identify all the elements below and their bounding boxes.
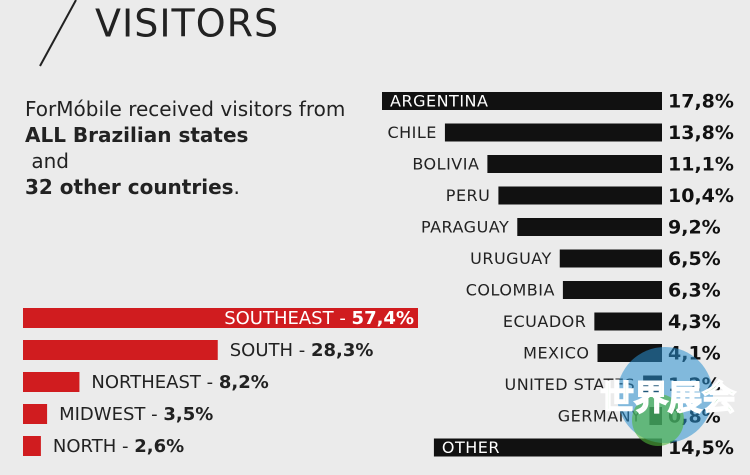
value-label: 4,3% [668,311,721,333]
category-label: MEXICO [523,344,589,363]
category-label: NORTH [53,436,116,457]
bar [23,436,41,456]
category-label: OTHER [442,438,500,457]
category-label: UNITED STATES [504,375,635,394]
category-label: SOUTHEAST [224,308,334,329]
bar-label: SOUTH - 28,3% [230,340,374,361]
value-label: 8,2% [219,372,269,393]
category-label: PERU [446,186,491,205]
value-label: 9,2% [668,217,721,239]
bar [382,92,662,110]
bar [433,438,662,457]
bar [594,312,662,331]
bar-label: NORTH - 2,6% [53,436,184,457]
bar [487,155,662,173]
bar-label: SOUTHEAST - 57,4% [224,308,414,329]
intro-part: ALL Brazilian states [25,123,248,147]
watermark-land [632,394,684,446]
value-label: 2,6% [134,436,184,457]
separator: - [145,404,163,425]
bar [498,186,662,205]
slash [39,0,77,67]
value-label: 6,5% [668,248,721,270]
bar [562,281,662,299]
category-label: URUGUAY [470,249,552,268]
value-label: 3,5% [163,404,213,425]
category-label: ECUADOR [503,312,586,331]
category-label: SOUTH [230,340,293,361]
value-label: 11,1% [668,154,734,176]
intro-part: . [234,175,240,199]
category-label: BOLIVIA [412,155,479,174]
separator: - [201,372,219,393]
bar [559,249,662,268]
separator: - [334,308,352,329]
intro-text: ForMóbile received visitors from ALL Bra… [25,97,352,199]
bar [23,404,48,424]
category-label: MIDWEST [59,404,146,425]
bar [23,372,80,392]
category-label: ARGENTINA [390,92,488,111]
bar-label: NORTHEAST - 8,2% [91,372,268,393]
bar-label: MIDWEST - 3,5% [59,404,213,425]
separator: - [293,340,311,361]
value-label: 13,8% [668,122,734,144]
value-label: 14,5% [668,437,734,459]
value-label: 17,8% [668,91,734,113]
bar [517,218,662,236]
category-label: NORTHEAST [91,372,201,393]
value-label: 28,3% [311,340,373,361]
intro-part: 32 other countries [25,175,234,199]
title: VISITORS [95,2,279,46]
intro-part: ForMóbile received visitors from [25,97,352,121]
value-label: 6,3% [668,280,721,302]
watermark-text: 世界展会 [600,379,736,419]
bar [23,340,218,360]
value-label: 57,4% [352,308,414,329]
category-label: PARAGUAY [421,218,509,237]
bar [444,123,662,142]
separator: - [116,436,134,457]
bar [23,308,418,328]
intro-part: and [25,149,75,173]
value-label: 10,4% [668,185,734,207]
category-label: CHILE [387,123,436,142]
category-label: COLOMBIA [466,281,555,300]
